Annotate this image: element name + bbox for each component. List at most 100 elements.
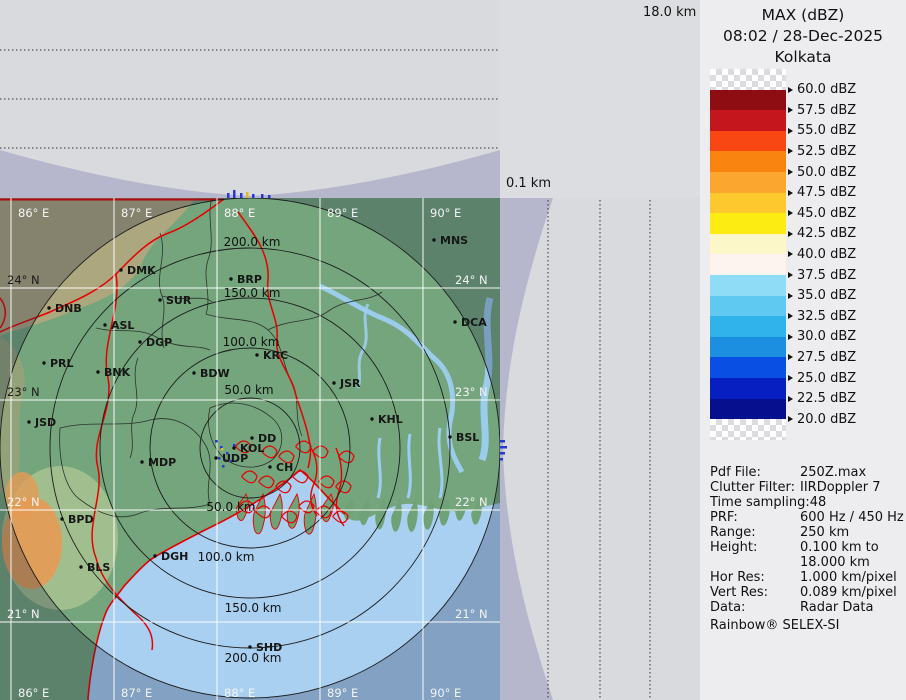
scale-tick-label: 60.0 dBZ [788,82,856,98]
map-text-label: CH [276,461,293,474]
map-text-label: SHD [256,641,282,654]
scale-band-transparent [710,69,786,90]
metadata-value: 48 [810,495,827,510]
echo-mark [221,448,224,451]
map-text-label: 150.0 km [225,601,282,615]
city-marker-DGH [153,554,156,557]
metadata-value: IIRDoppler 7 [800,480,881,495]
map-text-label: 22° N [7,495,40,509]
map-text-label: 50.0 km [206,500,255,514]
metadata-label: Data: [710,600,800,615]
panel-corner-area: 18.0 km 0.1 km [500,0,700,198]
scale-tick-text: 22.5 dBZ [797,391,856,406]
map-text-label: 89° E [327,206,358,220]
map-text-label: 21° N [7,607,40,621]
scale-tick-label: 35.0 dBZ [788,288,856,304]
scale-tick-label: 55.0 dBZ [788,123,856,139]
map-text-label: 90° E [430,686,461,700]
city-marker-BNK [96,370,99,373]
metadata-label: Vert Res: [710,585,800,600]
map-text-label: KHL [378,413,403,426]
map-text-label: JSR [339,377,361,390]
tick-arrow-icon [788,251,793,257]
city-marker-KHL [370,417,373,420]
tick-arrow-icon [788,210,793,216]
map-text-label: 150.0 km [224,286,281,300]
echo-mark [215,440,218,443]
tick-arrow-icon [788,169,793,175]
city-marker-BDW [192,371,195,374]
scale-tick-text: 45.0 dBZ [797,206,856,221]
city-marker-DMK [119,268,122,271]
tick-arrow-icon [788,231,793,237]
metadata-row: Data:Radar Data [710,600,906,615]
tick-arrow-icon [788,416,793,422]
map-text-label: BDW [200,367,230,380]
scale-tick-label: 52.5 dBZ [788,143,856,159]
city-marker-PRL [42,361,45,364]
scale-tick-label: 40.0 dBZ [788,246,856,262]
scale-tick-text: 37.5 dBZ [797,268,856,283]
tick-arrow-icon [788,107,793,113]
city-marker-BSL [448,435,451,438]
map-text-label: UDP [222,452,248,465]
map-text-label: 22° N [455,495,488,509]
scale-band [710,213,786,234]
scale-tick-label: 45.0 dBZ [788,205,856,221]
map-text-label: BSL [456,431,479,444]
metadata-label: Hor Res: [710,570,800,585]
city-marker-UDP [214,456,217,459]
map-text-label: 89° E [327,686,358,700]
legend-panel: MAX (dBZ) 08:02 / 28-Dec-2025 Kolkata 60… [700,0,906,700]
map-text-label: 88° E [224,686,255,700]
map-text-label: 21° N [455,607,488,621]
city-marker-JSR [332,381,335,384]
station-name: Kolkata [700,48,906,66]
tick-arrow-icon [788,375,793,381]
city-marker-JSD [27,420,30,423]
map-text-label: KRC [263,349,288,362]
tick-arrow-icon [788,148,793,154]
metadata-row: Pdf File:250Z.max [710,465,906,480]
scale-band [710,131,786,152]
map-text-label: DNB [55,302,82,315]
map-text-label: 86° E [18,206,49,220]
metadata-value: 250Z.max [800,465,866,480]
scale-band [710,378,786,399]
scale-band [710,357,786,378]
scale-tick-label: 37.5 dBZ [788,267,856,283]
city-marker-BLS [79,565,82,568]
city-marker-SUR [158,298,161,301]
metadata-label: Pdf File: [710,465,800,480]
echo-mark [500,446,507,449]
scale-band [710,90,786,111]
scale-tick-text: 42.5 dBZ [797,226,856,241]
map-text-label: MNS [440,234,468,247]
metadata-label: Clutter Filter: [710,480,800,495]
map-text-label: 86° E [18,686,49,700]
scale-tick-label: 22.5 dBZ [788,391,856,407]
top-panel-canvas [0,0,500,198]
map-text-label: BRP [237,273,262,286]
scale-band [710,151,786,172]
tick-arrow-icon [788,128,793,134]
metadata-row: PRF:600 Hz / 450 Hz [710,510,906,525]
tick-arrow-icon [788,334,793,340]
height-axis-max-label: 18.0 km [643,5,696,20]
echo-mark [500,440,505,443]
top-height-projection-panel [0,0,500,198]
metadata-label: Height: [710,540,800,555]
echo-mark [233,444,236,447]
map-text-label: 90° E [430,206,461,220]
city-marker-DGP [138,340,141,343]
scale-tick-label: 57.5 dBZ [788,102,856,118]
scale-band [710,193,786,214]
city-marker-DNB [47,306,50,309]
map-text-label: SUR [166,294,192,307]
city-marker-MNS [432,238,435,241]
scale-band [710,399,786,420]
map-text-label: 88° E [224,206,255,220]
metadata-value: 600 Hz / 450 Hz [800,510,904,525]
scale-band [710,234,786,255]
city-marker-BPD [60,517,63,520]
